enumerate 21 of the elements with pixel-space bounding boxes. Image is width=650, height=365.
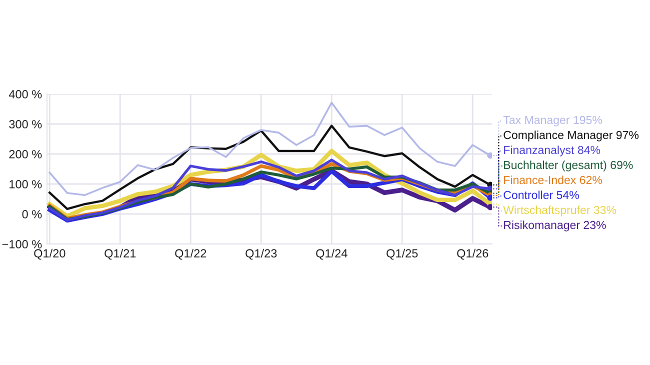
text: Tax Manager 195% (503, 116, 602, 126)
x-tick-label: Q1/20 (34, 248, 66, 260)
y-tick-label: −100 % (2, 240, 42, 248)
x-tick-label: Q1/24 (316, 248, 348, 260)
x-tick-label: Q1/22 (175, 248, 206, 260)
text: Finanzanalyst 84% (504, 146, 600, 156)
y-tick-label: 200 % (9, 150, 42, 158)
x-tick-label: Q1/26 (457, 248, 488, 260)
text: Compliance Manager 97% (504, 130, 639, 142)
text: Risikomanager 23% (504, 220, 606, 232)
y-tick-label: 0 % (22, 210, 42, 218)
x-tick-label: Q1/21 (104, 248, 136, 260)
x-tick-label: Q1/23 (246, 248, 277, 260)
y-tick-label: 400 % (8, 90, 42, 98)
x-tick-label: Q1/25 (386, 248, 418, 260)
text: Wirtschaftsprufer 33% (503, 206, 616, 216)
text: Controller 54% (504, 190, 579, 200)
y-tick-label: 100 % (10, 180, 42, 188)
y-tick-label: 300 % (9, 120, 42, 128)
text: Finance-Index 62% (504, 176, 602, 184)
text: Buchhalter (gesamt) 69% (504, 160, 633, 172)
